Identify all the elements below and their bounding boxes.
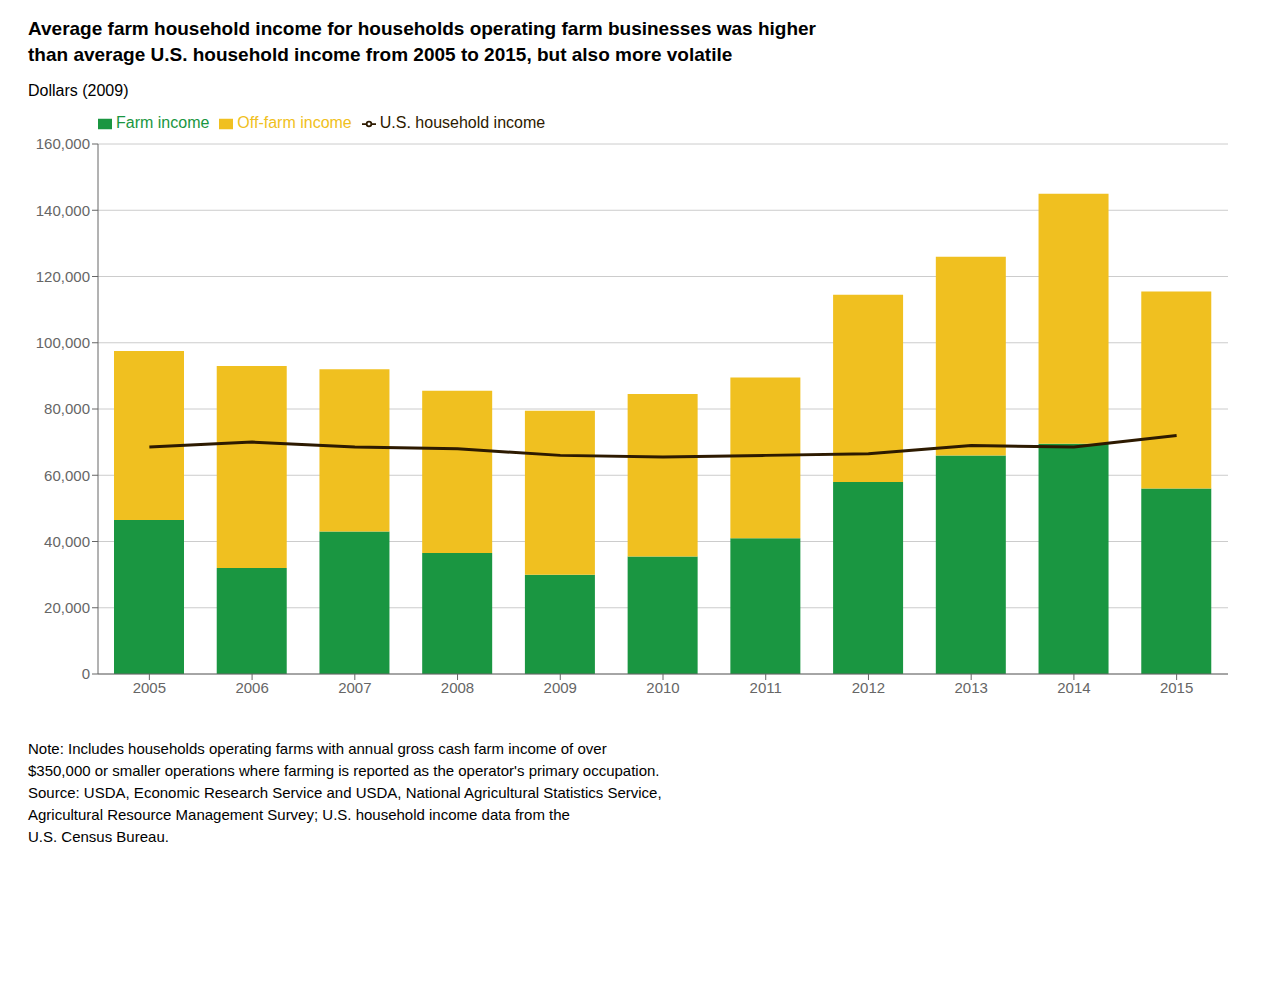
svg-text:0: 0 [82, 665, 90, 682]
svg-text:2013: 2013 [954, 679, 987, 696]
svg-text:40,000: 40,000 [44, 533, 90, 550]
html-text:Agricultural Resource Manageme: Agricultural Resource Management Survey;… [28, 806, 570, 823]
html-text:Average farm household income: Average farm household income for househ… [28, 18, 816, 39]
svg-text:2015: 2015 [1160, 679, 1193, 696]
html-text:U.S. household income: U.S. household income [379, 114, 546, 131]
html-text:U.S. Census Bureau.: U.S. Census Bureau. [28, 828, 169, 845]
svg-text:2007: 2007 [338, 679, 371, 696]
svg-text:2011: 2011 [750, 679, 782, 696]
html-text:Note: Includes households oper: Note: Includes households operating farm… [28, 740, 607, 757]
svg-text:120,000: 120,000 [36, 268, 90, 285]
html-text:Dollars (2009): Dollars (2009) [28, 82, 129, 99]
svg-text:100,000: 100,000 [36, 334, 90, 351]
svg-text:2005: 2005 [133, 679, 166, 696]
svg-text:2009: 2009 [544, 679, 577, 696]
svg-text:60,000: 60,000 [44, 467, 90, 484]
svg-text:160,000: 160,000 [36, 135, 90, 152]
svg-text:20,000: 20,000 [44, 599, 90, 616]
html-text:Off-farm income: Off-farm income [237, 114, 352, 131]
html-text:$350,000 or smaller operations: $350,000 or smaller operations where far… [28, 762, 660, 779]
svg-text:2006: 2006 [235, 679, 268, 696]
svg-text:2014: 2014 [1057, 679, 1090, 696]
html-text:than average U.S. household in: than average U.S. household income from … [28, 44, 733, 65]
html-text:Source: USDA, Economic Researc: Source: USDA, Economic Research Service … [28, 784, 662, 801]
html-text:Farm income: Farm income [116, 114, 210, 131]
svg-text:140,000: 140,000 [36, 202, 90, 219]
svg-text:2010: 2010 [646, 679, 679, 696]
svg-text:2008: 2008 [441, 679, 474, 696]
svg-text:80,000: 80,000 [44, 400, 90, 417]
svg-text:2012: 2012 [852, 679, 885, 696]
